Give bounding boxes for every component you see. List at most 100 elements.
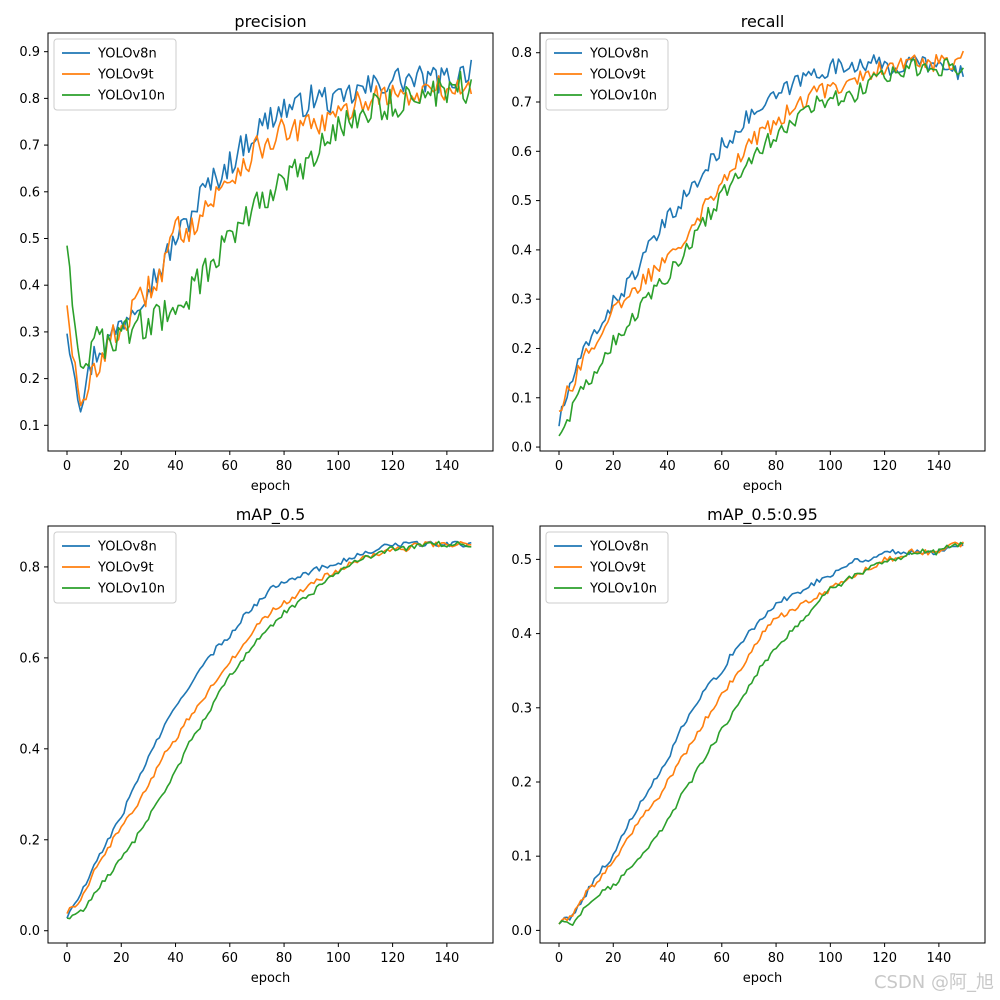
legend-label-yolov9t: YOLOv9t xyxy=(97,68,154,83)
series-line-yolov9t xyxy=(66,75,473,407)
x-tick-label: 120 xyxy=(380,459,405,474)
x-tick-label: 80 xyxy=(276,951,293,966)
y-tick-label: 0.1 xyxy=(19,419,40,434)
y-tick-label: 0.6 xyxy=(19,185,40,200)
series-line-yolov9t xyxy=(66,541,472,914)
x-tick-label: 100 xyxy=(818,951,843,966)
y-tick-label: 0.6 xyxy=(511,145,532,160)
legend-box xyxy=(53,531,177,604)
y-tick-label: 0.4 xyxy=(19,279,40,294)
legend-box xyxy=(53,38,177,111)
x-tick-label: 60 xyxy=(222,951,239,966)
x-tick-label: 120 xyxy=(872,459,897,474)
x-tick-label: 40 xyxy=(167,459,184,474)
y-tick-label: 0.0 xyxy=(511,924,532,939)
chart-title: mAP_0.5 xyxy=(236,505,306,525)
x-tick-label: 140 xyxy=(926,459,951,474)
x-tick-label: 100 xyxy=(326,459,351,474)
x-tick-label: 40 xyxy=(659,459,676,474)
y-tick-label: 0.7 xyxy=(511,96,532,111)
x-tick-label: 120 xyxy=(872,951,897,966)
y-tick-label: 0.4 xyxy=(511,243,532,258)
x-tick-label: 0 xyxy=(63,459,71,474)
x-tick-label: 60 xyxy=(222,459,239,474)
x-tick-label: 0 xyxy=(555,459,563,474)
legend-label-yolov10n: YOLOv10n xyxy=(97,89,165,104)
x-axis-label: epoch xyxy=(251,479,291,494)
map-0-5-subplot: mAP_0.5 0 20 40 60 80 100 120 140 0.0 0.2 0.4 0.6 0.8… xyxy=(19,505,494,986)
y-tick-label: 0.2 xyxy=(19,833,40,848)
legend-label-yolov8n: YOLOv8n xyxy=(589,47,649,62)
legend-label-yolov8n: YOLOv8n xyxy=(589,540,649,555)
legend-label-yolov9t: YOLOv9t xyxy=(97,561,154,576)
y-tick-label: 0.5 xyxy=(511,553,532,568)
y-tick-label: 0.2 xyxy=(19,372,40,387)
y-tick-label: 0.8 xyxy=(511,46,532,61)
x-tick-label: 20 xyxy=(113,459,130,474)
x-tick-label: 120 xyxy=(380,951,405,966)
x-tick-label: 20 xyxy=(605,951,622,966)
axes-frame xyxy=(47,32,494,452)
y-tick-label: 0.6 xyxy=(19,651,40,666)
x-tick-label: 60 xyxy=(714,951,731,966)
legend-label-yolov10n: YOLOv10n xyxy=(589,582,657,597)
x-axis-label: epoch xyxy=(743,479,783,494)
x-tick-label: 80 xyxy=(276,459,293,474)
y-tick-label: 0.4 xyxy=(19,742,40,757)
x-axis-label: epoch xyxy=(251,971,291,986)
y-tick-label: 0.7 xyxy=(19,139,40,154)
legend-label-yolov10n: YOLOv10n xyxy=(97,582,165,597)
recall-subplot: recall 0 20 40 60 80 100 120 140 0.0 0.1 0.2 0.3 0.4 0… xyxy=(511,12,986,494)
y-tick-label: 0.5 xyxy=(19,232,40,247)
series-line-yolov8n xyxy=(66,59,473,413)
series-line-yolov8n xyxy=(66,540,472,919)
series-line-yolov10n xyxy=(558,541,964,926)
x-tick-label: 40 xyxy=(167,951,184,966)
x-tick-label: 40 xyxy=(659,951,676,966)
legend-label-yolov10n: YOLOv10n xyxy=(589,89,657,104)
x-tick-label: 60 xyxy=(714,459,731,474)
x-tick-label: 140 xyxy=(434,459,459,474)
y-tick-label: 0.1 xyxy=(511,850,532,865)
series-line-yolov10n xyxy=(66,70,473,369)
y-tick-label: 0.3 xyxy=(511,701,532,716)
y-tick-label: 0.0 xyxy=(19,924,40,939)
legend-label-yolov8n: YOLOv8n xyxy=(97,47,157,62)
chart-title: precision xyxy=(234,12,306,31)
y-tick-label: 0.3 xyxy=(511,293,532,308)
y-tick-label: 0.1 xyxy=(511,391,532,406)
legend-label-yolov8n: YOLOv8n xyxy=(97,540,157,555)
x-axis-label: epoch xyxy=(743,971,783,986)
chart-title: recall xyxy=(741,12,785,31)
legend-box xyxy=(545,38,669,111)
axes-frame xyxy=(47,525,494,944)
y-tick-label: 0.2 xyxy=(511,775,532,790)
series-line-yolov10n xyxy=(66,540,472,920)
x-tick-label: 0 xyxy=(63,951,71,966)
x-tick-label: 140 xyxy=(926,951,951,966)
y-tick-label: 0.8 xyxy=(19,92,40,107)
series-line-yolov8n xyxy=(558,54,965,427)
y-tick-label: 0.9 xyxy=(19,45,40,60)
y-tick-label: 0.4 xyxy=(511,627,532,642)
axes-frame xyxy=(539,32,986,452)
series-line-yolov10n xyxy=(558,58,964,437)
y-tick-label: 0.2 xyxy=(511,342,532,357)
series-line-yolov8n xyxy=(558,544,964,925)
series-line-yolov9t xyxy=(558,50,965,413)
y-tick-label: 0.3 xyxy=(19,325,40,340)
x-tick-label: 100 xyxy=(818,459,843,474)
y-tick-label: 0.0 xyxy=(511,441,532,456)
axes-frame xyxy=(539,525,986,944)
x-tick-label: 0 xyxy=(555,951,563,966)
chart-title: mAP_0.5:0.95 xyxy=(707,505,818,525)
legend-label-yolov9t: YOLOv9t xyxy=(589,561,646,576)
y-tick-label: 0.8 xyxy=(19,560,40,575)
y-tick-label: 0.5 xyxy=(511,194,532,209)
precision-subplot: precision 0 20 40 60 80 100 120 140 0.1 0.2 0.3 0.4 0… xyxy=(19,12,494,494)
legend-box xyxy=(545,531,669,604)
x-tick-label: 20 xyxy=(113,951,130,966)
watermark: CSDN @阿_旭 xyxy=(873,972,994,993)
series-line-yolov9t xyxy=(558,541,965,925)
